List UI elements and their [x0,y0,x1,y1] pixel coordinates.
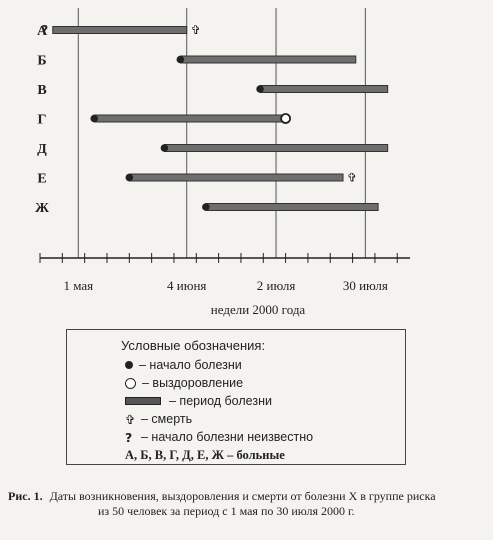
caption-label: Рис. 1. [8,489,43,503]
legend-patients-item: А, Б, В, Г, Д, Е, Ж – больные [125,447,285,463]
legend-period-item: – период болезни [125,393,272,409]
x-tick-label: 30 июля [343,278,388,293]
legend-box: Условные обозначения: – начало болезни –… [66,329,406,465]
death-marker: ✞ [191,23,201,37]
period-bar-icon [125,397,161,405]
cross-icon: ✞ [125,411,136,427]
recovery-marker [280,113,292,124]
death-marker: ✞ [347,171,357,185]
interval-bar [179,55,357,64]
row-label: Ж [35,201,49,216]
legend-unknown-item: ? – начало болезни неизвестно [125,429,313,445]
caption-line1: Даты возникновения, выздоровления и смер… [49,489,436,503]
legend-unknown-label: – начало болезни неизвестно [141,430,314,444]
gantt-chart: 1 мая 4 июня 2 июля 30 июля недели 2000 года… [35,8,410,317]
interval-bar [259,85,389,93]
legend-death-item: ✞ – смерть [125,411,192,427]
unknown-onset-marker: ? [41,23,48,37]
row-label: Е [37,172,46,187]
legend-period-label: – период болезни [169,394,272,408]
legend-onset-item: – начало болезни [125,357,242,373]
row-label: В [37,83,46,98]
x-tick-label: 1 мая [63,278,93,293]
legend-death-label: – смерть [141,412,193,426]
legend-recovery-label: – выздоровление [142,376,244,390]
legend-title: Условные обозначения: [121,338,266,353]
recovery-circle-icon [125,377,136,389]
row-label: Б [37,54,46,69]
x-axis-title: недели 2000 года [211,302,306,317]
row-label: Г [38,113,47,128]
legend-patients-label: А, Б, В, Г, Д, Е, Ж – больные [125,447,285,462]
onset-marker [90,114,99,123]
interval-bar [93,114,287,123]
caption-line2: из 50 человек за период с 1 мая по 30 ию… [98,504,355,518]
legend-onset-label: – начало болезни [139,358,242,372]
x-tick-label: 4 июня [167,278,206,293]
onset-dot-icon [125,361,133,369]
question-mark-icon: ? [125,429,133,445]
figure-caption: Рис. 1. Даты возникновения, выздоровлени… [8,489,488,519]
row-label: Д [37,142,47,157]
interval-bar [128,173,344,182]
legend-recovery-item: – выздоровление [125,375,243,391]
x-tick-label: 2 июля [257,278,296,293]
onset-marker [176,55,185,64]
onset-marker [202,203,210,211]
interval-bar [163,144,389,152]
interval-bar [205,203,379,211]
onset-marker [125,173,134,182]
onset-marker [160,144,169,152]
onset-marker [256,85,264,93]
interval-bar [52,26,188,34]
row-label: А [37,24,48,39]
